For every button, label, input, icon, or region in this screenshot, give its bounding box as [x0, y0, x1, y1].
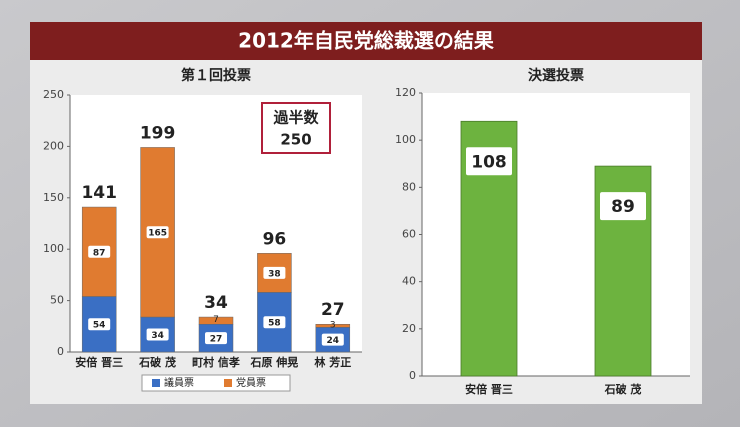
value-label: 34 — [151, 331, 164, 341]
value-label-box — [321, 333, 344, 346]
value-label-box — [146, 328, 169, 341]
total-label: 141 — [81, 183, 117, 203]
value-label: 165 — [148, 229, 167, 239]
y-tick-label: 150 — [43, 191, 64, 204]
value-label-box — [263, 316, 286, 329]
y-tick-label: 100 — [395, 133, 416, 146]
x-tick-label: 安倍 晋三 — [75, 355, 123, 369]
annotation-value: 250 — [280, 131, 311, 149]
banner — [30, 22, 702, 60]
legend-swatch — [152, 379, 160, 387]
bar-segment — [198, 316, 234, 325]
y-tick-label: 60 — [402, 228, 416, 241]
x-tick-label: 安倍 晋三 — [465, 382, 513, 396]
value-label: 27 — [210, 335, 223, 345]
value-label-box — [600, 192, 646, 221]
y-tick-label: 80 — [402, 180, 416, 193]
annotation-label: 過半数 — [272, 109, 319, 127]
value-label: 58 — [268, 319, 281, 329]
y-tick-label: 20 — [402, 322, 416, 335]
total-label: 199 — [140, 123, 176, 143]
value-label-box — [263, 266, 286, 279]
total-label: 96 — [263, 229, 287, 249]
total-label: 34 — [204, 293, 228, 313]
value-label: 38 — [268, 269, 281, 279]
legend-swatch — [224, 379, 232, 387]
x-tick-label: 林 芳正 — [314, 355, 351, 369]
value-label: 89 — [611, 197, 635, 217]
y-tick-label: 100 — [43, 242, 64, 255]
value-label: 24 — [327, 336, 340, 346]
value-label-box — [88, 318, 111, 331]
chart-title: 決選投票 — [528, 67, 584, 84]
chart-title: 第１回投票 — [181, 67, 251, 84]
y-tick-label: 250 — [43, 88, 64, 101]
value-label-box — [146, 226, 169, 239]
x-tick-label: 石原 伸晃 — [249, 355, 298, 369]
annotation-box — [261, 102, 331, 154]
legend-frame — [141, 374, 291, 392]
value-label: 7 — [213, 315, 219, 325]
legend-label: 党員票 — [236, 376, 266, 389]
y-tick-label: 50 — [50, 294, 64, 307]
y-tick-label: 0 — [409, 369, 416, 382]
value-label: 54 — [93, 321, 106, 331]
y-tick-label: 40 — [402, 275, 416, 288]
value-label: 108 — [471, 152, 507, 172]
x-tick-label: 石破 茂 — [604, 382, 642, 396]
legend-label: 議員票 — [164, 376, 194, 389]
y-tick-label: 200 — [43, 139, 64, 152]
value-label: 3 — [330, 320, 336, 330]
page-title: 2012年自民党総裁選の結果 — [238, 29, 494, 53]
x-tick-label: 町村 信孝 — [192, 355, 240, 369]
total-label: 27 — [321, 300, 345, 320]
value-label-box — [88, 245, 111, 258]
value-label-box — [205, 332, 227, 345]
y-tick-label: 0 — [57, 345, 64, 358]
bar-segment — [315, 323, 351, 328]
x-tick-label: 石破 茂 — [138, 355, 176, 369]
value-label: 87 — [93, 248, 106, 258]
value-label-box — [466, 147, 512, 176]
y-tick-label: 120 — [395, 86, 416, 99]
